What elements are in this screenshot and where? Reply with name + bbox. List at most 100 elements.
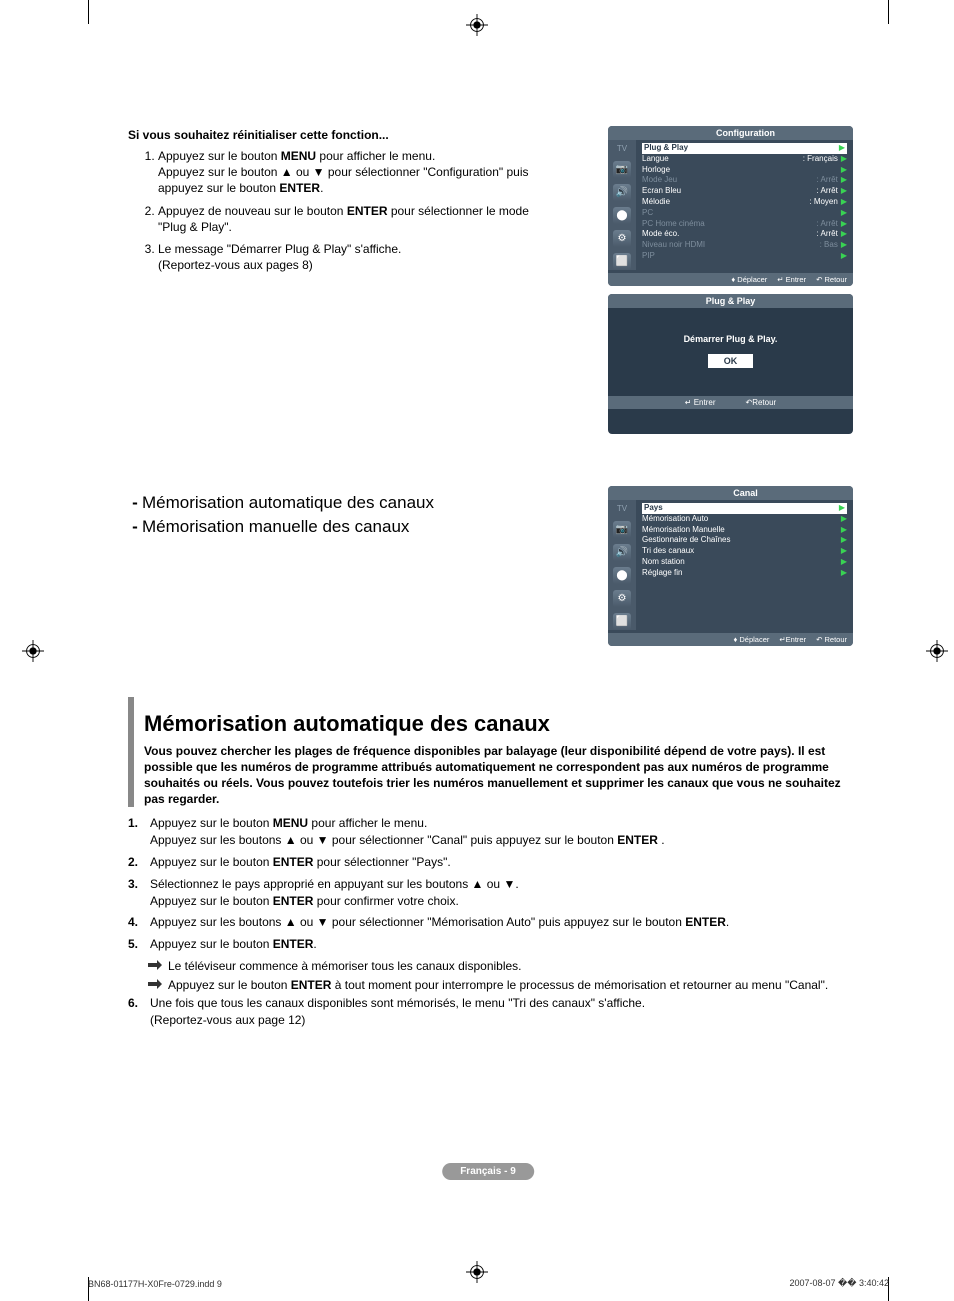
setup-icon: ⚙ (613, 230, 631, 247)
registration-mark-icon (926, 640, 948, 662)
channel-icon: ⬤ (613, 567, 631, 584)
osd-row[interactable]: Gestionnaire de Chaînes▶ (642, 535, 847, 546)
crop-mark (88, 0, 89, 24)
osd-row-label: Nom station (642, 557, 685, 568)
step-text: Appuyez de nouveau sur le bouton ENTER p… (158, 204, 529, 234)
arrow-right-icon: ▶ (841, 186, 847, 197)
osd-row[interactable]: Mémorisation Auto ▶ (642, 514, 847, 525)
arrow-right-icon: ▶ (841, 535, 847, 546)
reset-step: Appuyez de nouveau sur le bouton ENTER p… (158, 203, 558, 235)
step-number: 2. (128, 854, 150, 871)
footer-filename: BN68-01177H-X0Fre-0729.indd 9 (88, 1279, 222, 1289)
sound-icon: 🔊 (613, 184, 631, 201)
osd-footer: ♦ Déplacer ↵Entrer ↶ Retour (608, 633, 853, 646)
arrow-note: Le téléviseur commence à mémoriser tous … (148, 958, 848, 975)
bullet-text: Mémorisation automatique des canaux (142, 493, 434, 513)
osd-row-label: Mémorisation Manuelle (642, 525, 725, 536)
bullet-text: Mémorisation manuelle des canaux (142, 517, 409, 537)
osd-row[interactable]: Mémorisation Manuelle ▶ (642, 525, 847, 536)
arrow-right-icon: ▶ (841, 197, 847, 208)
section-steps: 1.Appuyez sur le bouton MENU pour affich… (128, 815, 848, 1029)
step-text: Une fois que tous les canaux disponibles… (150, 995, 848, 1029)
arrow-right-icon: ▶ (841, 208, 847, 219)
foot-move: ♦ Déplacer (733, 635, 769, 644)
step-item: 1.Appuyez sur le bouton MENU pour affich… (128, 815, 848, 849)
osd-title: Canal (608, 486, 853, 500)
picture-icon: 📷 (613, 521, 631, 538)
arrow-right-icon: ▶ (841, 557, 847, 568)
step-text: Appuyez sur le bouton MENU pour afficher… (150, 815, 848, 849)
section-intro: Vous pouvez chercher les plages de fréqu… (144, 743, 848, 808)
osd-row[interactable]: Ecran Bleu: Arrêt▶ (642, 186, 847, 197)
page-number: Français - 9 (442, 1163, 534, 1180)
input-icon: ⬜ (613, 253, 631, 270)
osd-row[interactable]: Mélodie: Moyen▶ (642, 197, 847, 208)
osd-sidebar: TV 📷 🔊 ⬤ ⚙ ⬜ (608, 500, 636, 630)
registration-mark-icon (466, 14, 488, 36)
osd-row[interactable]: Langue: Français▶ (642, 154, 847, 165)
arrow-right-icon: ▶ (841, 154, 847, 165)
note-arrow-icon (148, 977, 168, 994)
osd-row[interactable]: Mode éco.: Arrêt▶ (642, 229, 847, 240)
osd-row-label: Mémorisation Auto (642, 514, 708, 525)
osd-row-label: PIP (642, 251, 655, 262)
note-text: Appuyez sur le bouton ENTER à tout momen… (168, 977, 848, 994)
arrow-right-icon: ▶ (839, 503, 845, 514)
bullet-dash: - (128, 517, 142, 537)
osd-row[interactable]: PIP▶ (642, 251, 847, 262)
step-number: 3. (128, 876, 150, 910)
arrow-right-icon: ▶ (841, 514, 847, 525)
arrow-right-icon: ▶ (841, 568, 847, 579)
osd-row-label: Mélodie (642, 197, 670, 208)
osd-row-label: Mode Jeu (642, 175, 677, 186)
osd-row-label: Réglage fin (642, 568, 682, 579)
osd-row-value: : Français (803, 154, 838, 165)
sound-icon: 🔊 (613, 544, 631, 561)
osd-row-label: Pays (644, 503, 663, 514)
picture-icon: 📷 (613, 161, 631, 178)
osd-row[interactable]: Nom station ▶ (642, 557, 847, 568)
osd-row[interactable]: Tri des canaux▶ (642, 546, 847, 557)
setup-icon: ⚙ (613, 590, 631, 607)
osd-row-label: PC (642, 208, 653, 219)
foot-return: ↶ Retour (816, 635, 847, 644)
reset-step: Appuyez sur le bouton MENU pour afficher… (158, 148, 558, 197)
osd-row-label: PC Home cinéma (642, 219, 705, 230)
osd-title: Configuration (608, 126, 853, 140)
tv-label: TV (617, 144, 627, 153)
osd-body: Plug & Play▶Langue: Français▶Horloge▶Mod… (638, 140, 853, 265)
osd-row-value: : Belgique (800, 503, 836, 514)
step-text: Appuyez sur le bouton MENU pour afficher… (158, 149, 435, 163)
section-heading: Mémorisation automatique des canaux (144, 711, 848, 737)
bullet-dash: - (128, 493, 142, 513)
osd-canal: Canal TV 📷 🔊 ⬤ ⚙ ⬜ Pays: Belgique▶Mémori… (608, 486, 853, 646)
ok-button[interactable]: OK (708, 354, 754, 368)
arrow-right-icon: ▶ (841, 546, 847, 557)
osd-row[interactable]: Plug & Play▶ (642, 143, 847, 154)
osd-row[interactable]: PC Home cinéma: Arrêt▶ (642, 219, 847, 230)
step-number: 5. (128, 936, 150, 953)
arrow-right-icon: ▶ (841, 219, 847, 230)
step-number: 1. (128, 815, 150, 849)
osd-body: Démarrer Plug & Play. OK (608, 308, 853, 396)
osd-row[interactable]: Niveau noir HDMI: Bas▶ (642, 240, 847, 251)
osd-row[interactable]: Mode Jeu: Arrêt▶ (642, 175, 847, 186)
step-number: 6. (128, 995, 150, 1029)
heading-bar (128, 697, 134, 807)
foot-enter: ↵ Entrer (777, 275, 806, 284)
step-text: Le message "Démarrer Plug & Play" s'affi… (158, 242, 401, 256)
osd-body: Pays: Belgique▶Mémorisation Auto▶Mémoris… (638, 500, 853, 582)
osd-row[interactable]: Pays : Belgique▶ (642, 503, 847, 514)
osd-plug-play: Plug & Play Démarrer Plug & Play. OK ↵ E… (608, 294, 853, 434)
foot-enter: ↵Entrer (779, 635, 806, 644)
arrow-right-icon: ▶ (841, 525, 847, 536)
osd-row-label: Niveau noir HDMI (642, 240, 705, 251)
osd-row-value: : Arrêt (817, 186, 838, 197)
foot-return: ↶ Retour (816, 275, 847, 284)
osd-row[interactable]: Réglage fin ▶ (642, 568, 847, 579)
input-icon: ⬜ (613, 613, 631, 630)
step-text: (Reportez-vous aux pages 8) (158, 257, 558, 273)
step-item: 4.Appuyez sur les boutons ▲ ou ▼ pour sé… (128, 914, 848, 931)
osd-row[interactable]: PC ▶ (642, 208, 847, 219)
osd-row[interactable]: Horloge▶ (642, 165, 847, 176)
